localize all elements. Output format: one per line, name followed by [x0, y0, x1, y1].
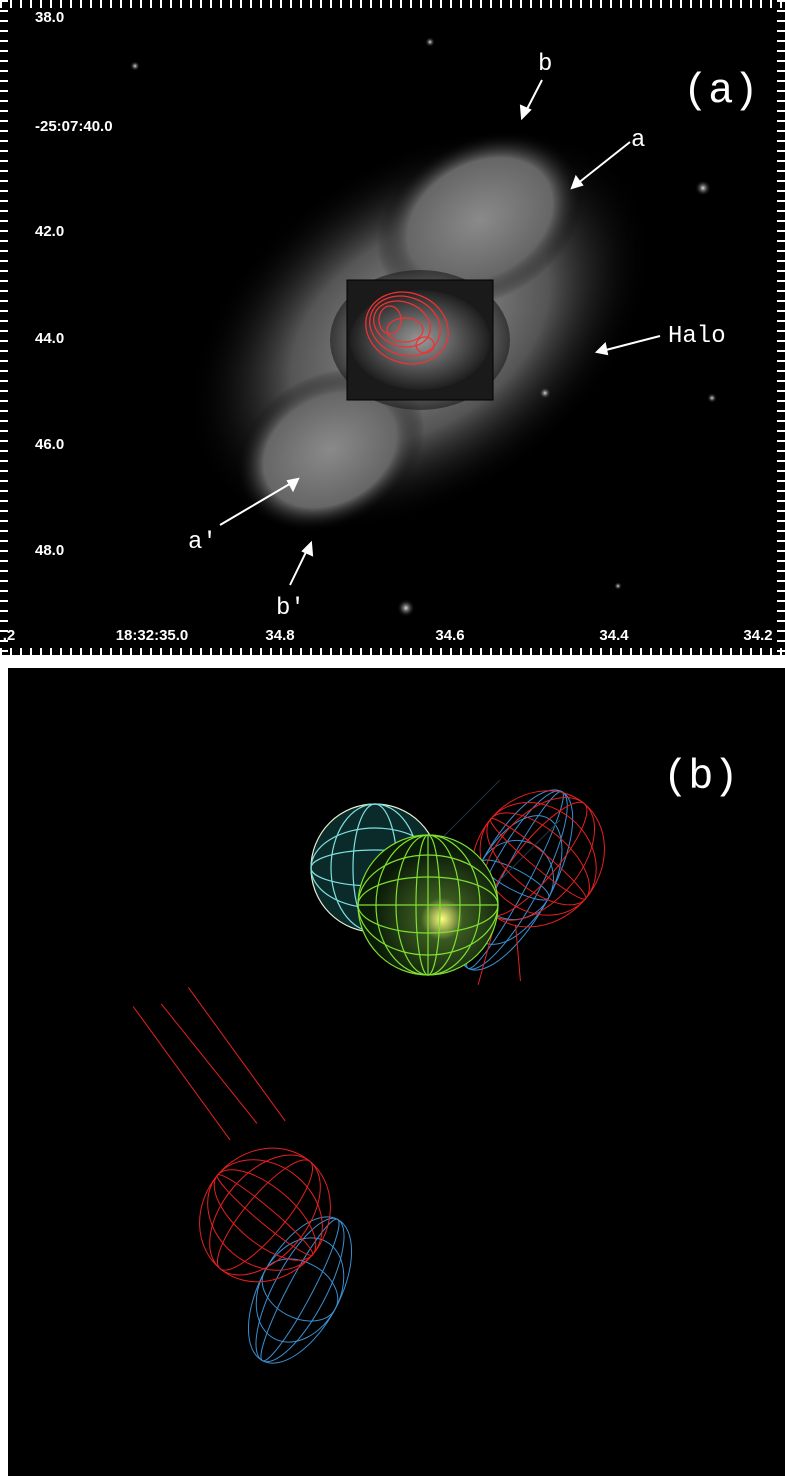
inset-glow: [350, 290, 490, 390]
y-labels: 38.0 -25:07:40.0 42.0 44.0 46.0 48.0: [35, 9, 113, 559]
tick-marks: [0, 0, 785, 656]
red-lobe: [132, 987, 331, 1283]
nebula-lobe: [376, 131, 584, 309]
nebula-lobe: [235, 368, 425, 532]
arrow: [601, 335, 661, 352]
x-label: 34.6: [435, 627, 464, 644]
panel-a: 38.0 -25:07:40.0 42.0 44.0 46.0 48.0 .2 …: [0, 0, 785, 656]
y-label: 42.0: [35, 223, 64, 240]
panel-b: (b): [8, 668, 785, 1476]
annotation: a: [631, 127, 645, 154]
wire: [261, 1258, 339, 1322]
annotation: b: [538, 51, 552, 78]
wire: [132, 987, 286, 1141]
annotation: Halo: [668, 323, 726, 350]
star: [539, 387, 551, 399]
contour: [365, 291, 449, 365]
central-spheres: [310, 803, 499, 976]
star: [614, 582, 622, 590]
y-label: -25:07:40.0: [35, 118, 113, 135]
blue-lobe: [247, 1216, 353, 1364]
arrowhead: [594, 341, 609, 356]
panel-label: (a): [683, 67, 759, 115]
x-label: 34.2: [743, 627, 772, 644]
wire: [466, 790, 564, 970]
contour: [373, 300, 431, 348]
star: [130, 61, 140, 71]
arrowhead: [519, 104, 532, 121]
x-label: 34.8: [265, 627, 294, 644]
star: [707, 393, 717, 403]
y-label: 38.0: [35, 9, 64, 26]
contour-inset: [346, 279, 494, 401]
edge-ticks: [0, 0, 785, 656]
arrows: [219, 79, 661, 586]
y-label: 44.0: [35, 330, 64, 347]
contour: [378, 305, 402, 335]
x-label: 34.4: [599, 627, 629, 644]
wire: [489, 818, 587, 900]
annotation: b': [276, 595, 305, 622]
lower-lobes: [132, 987, 353, 1364]
annotations: b a Halo a' b': [188, 51, 726, 622]
x-label: .2: [3, 627, 16, 644]
panel-label: (b): [663, 753, 739, 801]
star: [397, 599, 415, 617]
arrow: [524, 79, 543, 114]
contour: [415, 336, 435, 354]
contour: [386, 317, 424, 343]
x-label: 18:32:35.0: [116, 627, 189, 644]
arrowhead: [570, 174, 584, 190]
wire: [216, 1159, 314, 1271]
star: [695, 180, 711, 196]
arrow: [219, 481, 294, 526]
green-sphere-grid: [357, 834, 499, 976]
wire: [260, 1218, 340, 1362]
star: [425, 37, 435, 47]
contour: [369, 295, 441, 357]
arrowhead: [301, 540, 314, 557]
arrow: [289, 547, 309, 586]
annotation: a': [188, 529, 217, 556]
y-label: 46.0: [35, 436, 64, 453]
arrow: [576, 141, 631, 185]
arrowhead: [286, 477, 300, 493]
wire: [216, 1174, 314, 1256]
y-label: 48.0: [35, 542, 64, 559]
contours: [365, 291, 449, 365]
model-background: [8, 668, 785, 1476]
x-labels: .2 18:32:35.0 34.8 34.6 34.4 34.2: [3, 627, 773, 644]
